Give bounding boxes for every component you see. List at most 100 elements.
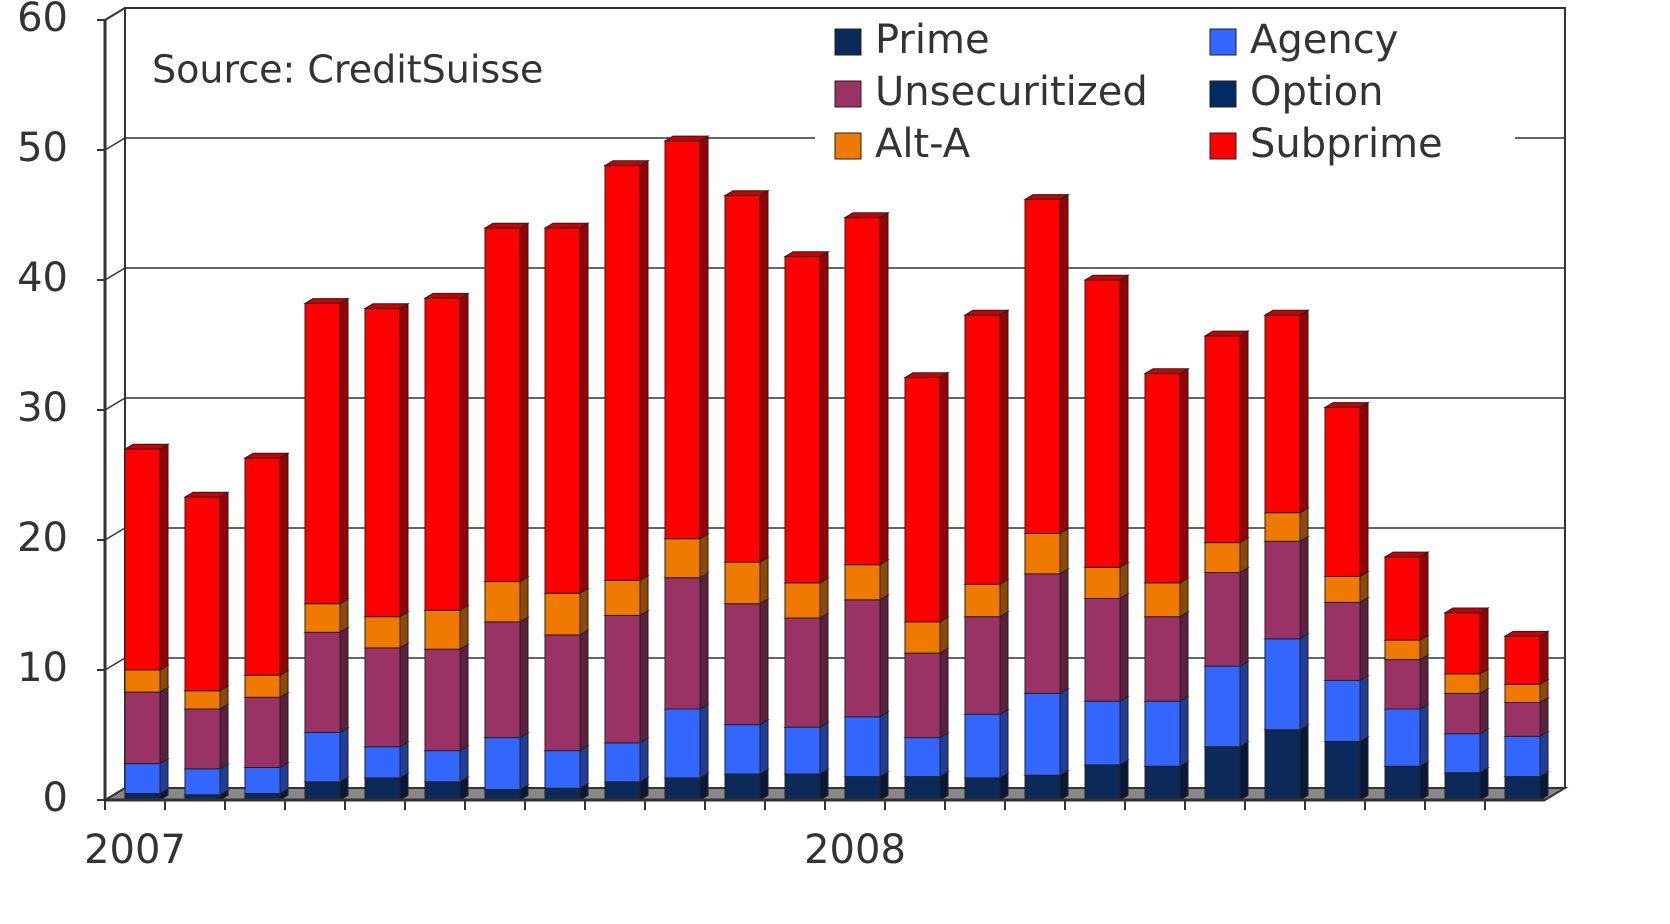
bar-top [1023,194,1070,200]
bar-segment [604,742,641,783]
bar-segment [604,614,641,744]
bar-segment [1264,540,1301,640]
bar-top [1323,402,1370,408]
bar-side [1059,687,1069,777]
bar-side [339,626,349,734]
bar-top [123,443,170,450]
bar-top [423,292,470,299]
bar-side [159,443,169,671]
legend-swatch [834,28,862,56]
grid-line [104,267,126,281]
bar-segment [844,776,881,801]
bar-segment [1024,573,1061,694]
bar-side [879,594,889,718]
bar-side [759,556,769,605]
bar-segment [544,750,581,789]
bar-side [1299,535,1309,640]
bar-side [279,691,289,769]
bar-side [819,250,829,584]
bar-segment [1144,582,1181,618]
bar-segment [1264,638,1301,731]
bar-segment [1444,673,1481,694]
bar-side [819,577,829,619]
bar-segment [1504,735,1541,778]
bar-top [303,298,350,304]
bar-segment [724,561,761,605]
bar-segment [1204,572,1241,667]
bar-segment [424,750,461,783]
bar-side [939,647,949,739]
bar-segment [244,674,281,698]
bar-segment [424,609,461,650]
bar-segment [1084,279,1121,568]
bar-side [579,222,589,595]
bar-segment [1384,659,1421,710]
bar-segment [484,737,521,791]
bar-segment [904,621,941,654]
bar-segment [1504,683,1541,703]
bar-top [1503,630,1550,637]
bar-side [519,731,529,791]
bar-segment [484,621,521,739]
bar-segment [304,781,341,801]
bar-segment [904,652,941,739]
bar-segment [484,581,521,623]
bar-segment [364,616,401,649]
bar-side [1539,730,1549,778]
bar-segment [304,302,341,605]
bar-top [543,222,590,229]
x-tick-label: 2008 [804,827,906,873]
y-tick-label: 20 [17,515,68,561]
bar-segment [1384,765,1421,801]
bar-segment [1204,746,1241,801]
bar-segment [184,496,221,692]
bar-side [699,533,709,579]
bar-side [639,574,649,617]
bar-side [1359,596,1369,682]
bar-segment [844,599,881,718]
bar-side [1359,401,1369,578]
bar-segment [484,789,521,801]
bar-segment [604,165,641,581]
bar-top [903,372,950,378]
source-note: Source: CreditSuisse [152,48,543,92]
bar-side [1359,674,1369,743]
bar-side [879,211,889,566]
bar-top [1143,368,1190,375]
bar-segment [1264,729,1301,801]
bar-segment [1504,776,1541,801]
bar-segment [424,648,461,752]
bar-segment [724,195,761,563]
bar-side [159,757,169,795]
bar-segment [664,708,701,779]
grid-line [104,527,126,541]
bar-side [519,222,529,583]
bar-side [579,587,589,636]
bar-side [579,629,589,752]
bar-top [663,135,710,142]
bar-segment [664,577,701,710]
bar-side [1119,274,1129,569]
bar-segment [784,582,821,619]
bar-segment [724,603,761,726]
bar-segment [604,579,641,616]
legend-label: Option [1250,69,1384,115]
bar-segment [484,227,521,583]
bar-segment [364,308,401,618]
grid-line [104,787,126,801]
bar-segment [1324,741,1361,801]
grid-line [104,7,126,21]
legend-label: Agency [1250,17,1398,63]
bar-side [879,559,889,601]
bar-top [783,251,830,258]
bar-side [579,744,589,790]
bar-segment [184,690,221,710]
bar-segment [1144,765,1181,801]
bar-side [219,703,229,770]
bar-segment [724,773,761,801]
bar-side [819,612,829,729]
bar-side [1179,577,1189,618]
bar-segment [964,777,1001,801]
bar-side [1119,561,1129,600]
